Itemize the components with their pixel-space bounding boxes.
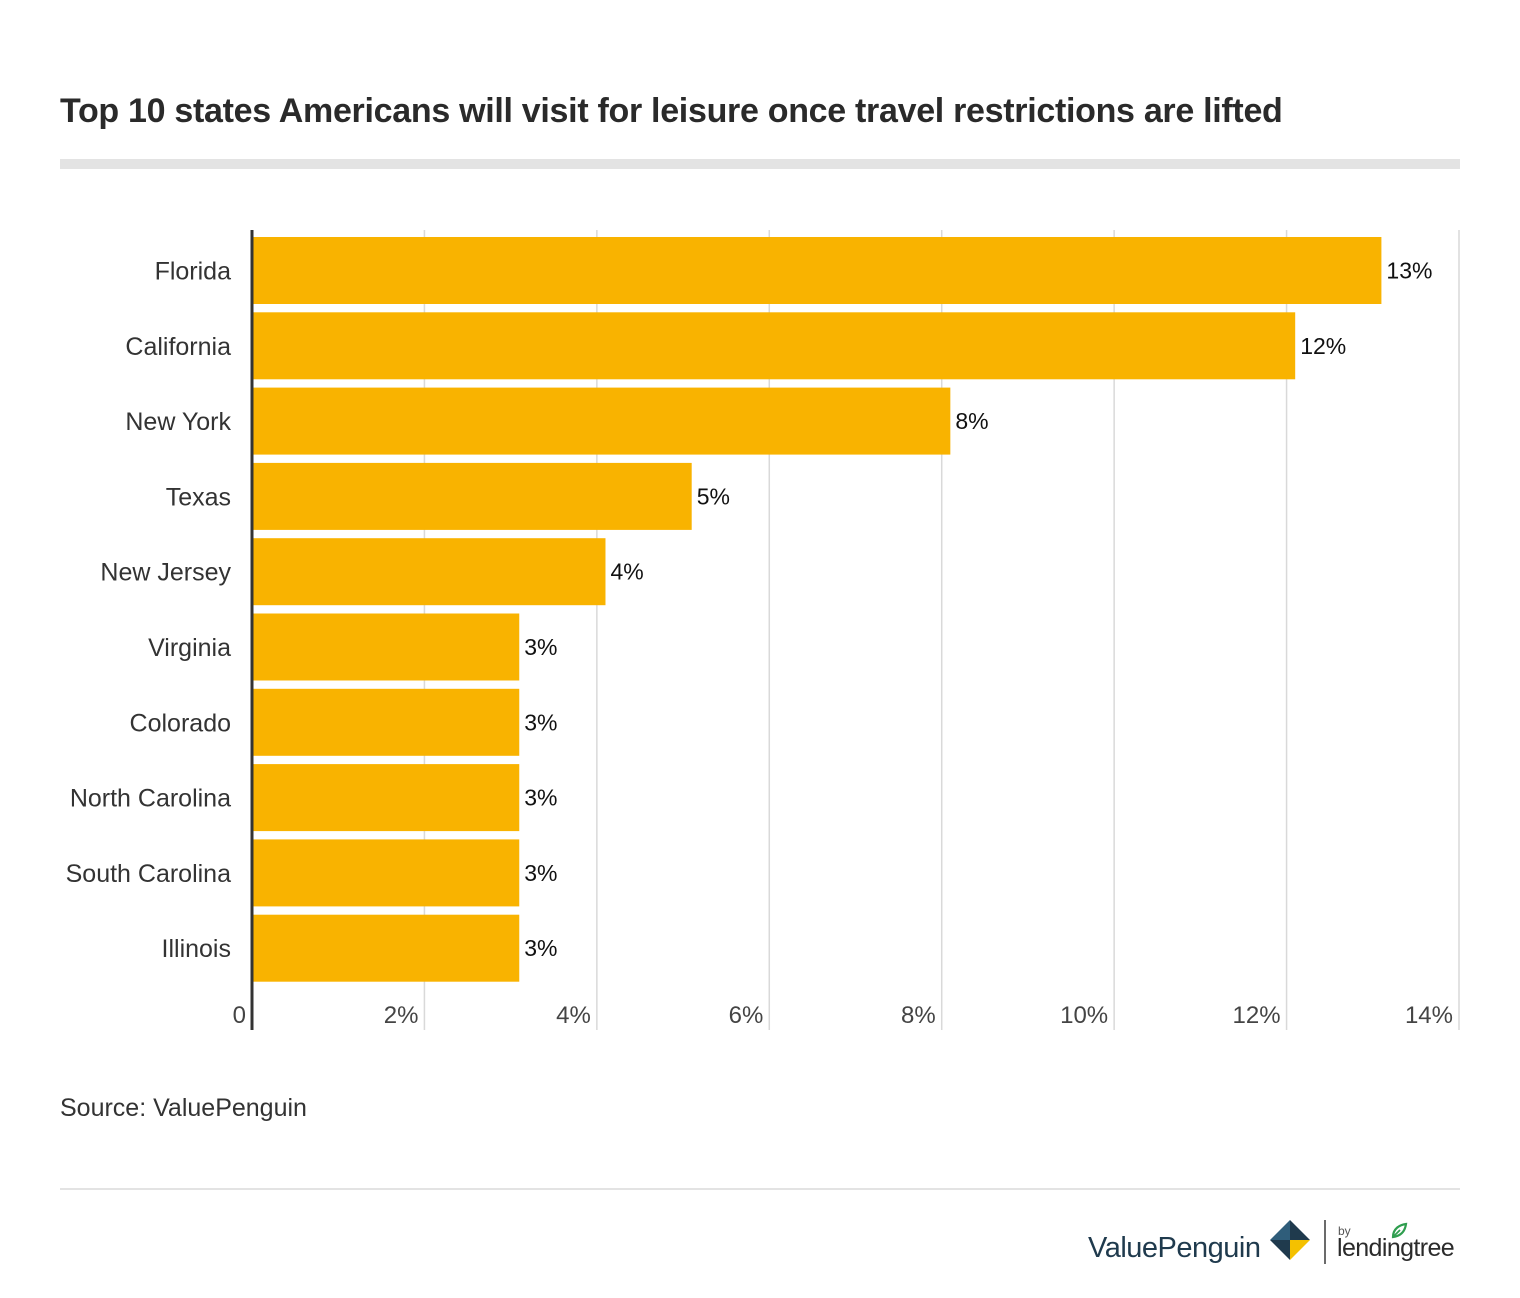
brand-divider [1324,1220,1326,1264]
category-label: New Jersey [100,559,231,587]
brand-logos: ValuePenguin by lendingtree [1088,1218,1468,1268]
x-tick-label: 0 [233,1002,246,1029]
bar [252,764,520,832]
x-tick-label: 14% [1405,1002,1453,1029]
bars [252,237,1382,982]
title-divider [60,159,1460,169]
data-label: 3% [524,785,557,811]
bar [252,538,606,606]
data-label: 3% [524,860,557,886]
data-label: 13% [1386,258,1432,284]
category-label: California [125,333,231,361]
category-label: South Carolina [66,860,231,888]
category-label: Virginia [148,634,231,662]
bar [252,688,520,756]
x-tick-label: 4% [556,1002,591,1029]
labels: 0 2% 4% 6% 8% 10% 12% 14% Florida 13% California 12… [66,258,1453,1030]
lendingtree-logo-text: lendingtree [1337,1234,1455,1262]
data-label: 4% [610,559,643,585]
x-tick-label: 8% [901,1002,936,1029]
bar [252,914,520,982]
bar [252,462,692,530]
x-tick-label: 12% [1233,1002,1281,1029]
bar [252,312,1296,380]
data-label: 3% [524,634,557,660]
category-label: North Carolina [70,785,231,813]
bar [252,839,520,907]
data-label: 5% [697,483,730,509]
data-label: 8% [955,408,988,434]
valuepenguin-logo-text: ValuePenguin [1088,1232,1261,1264]
lendingtree-leaf-icon [1391,1222,1408,1239]
category-label: Colorado [130,709,231,737]
data-label: 12% [1300,333,1346,359]
chart-title: Top 10 states Americans will visit for l… [60,92,1283,130]
category-label: New York [125,408,231,436]
footer-divider [60,1188,1460,1190]
category-label: Illinois [162,935,231,963]
data-label: 3% [524,935,557,961]
bar [252,613,520,681]
x-tick-label: 6% [729,1002,764,1029]
lendingtree-by-text: by [1338,1224,1351,1238]
x-tick-label: 2% [384,1002,419,1029]
source-note: Source: ValuePenguin [60,1094,307,1122]
category-label: Florida [155,258,232,286]
data-label: 3% [524,709,557,735]
category-label: Texas [166,483,231,511]
valuepenguin-logo-icon [1270,1220,1310,1260]
x-tick-label: 10% [1060,1002,1108,1029]
bar [252,387,951,455]
bar [252,237,1382,304]
bar-chart: 0 2% 4% 6% 8% 10% 12% 14% Florida 13% California 12… [66,230,1460,1030]
